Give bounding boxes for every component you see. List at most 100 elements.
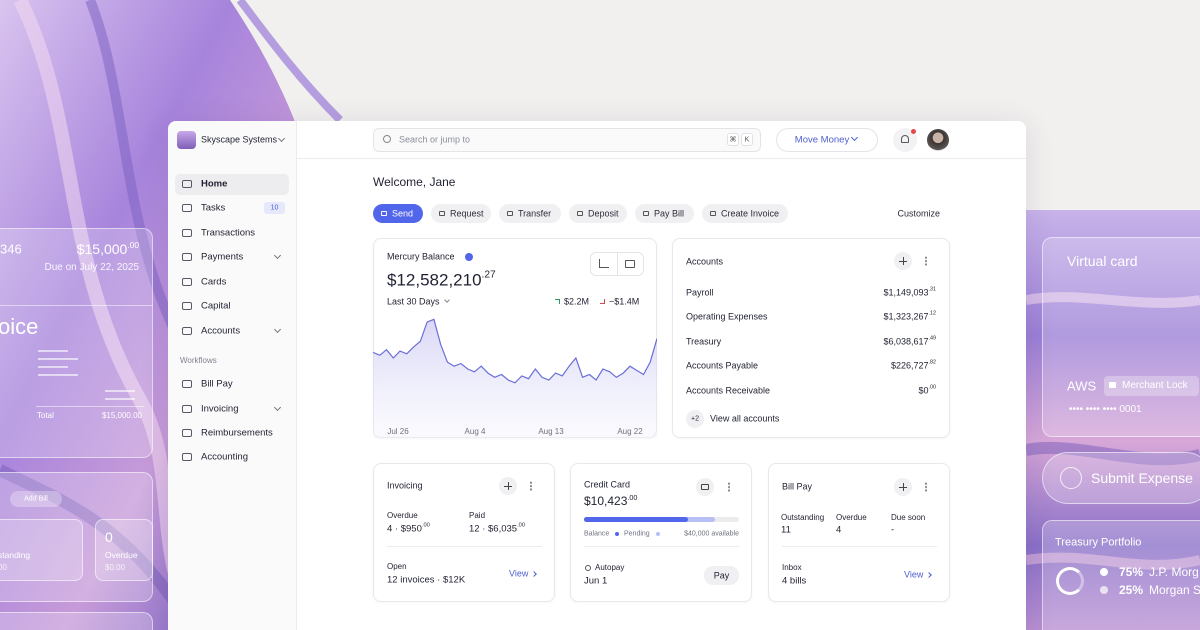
placeholder-line	[38, 366, 68, 368]
more-menu[interactable]	[727, 482, 731, 492]
submit-expense-label[interactable]: Submit Expense	[1091, 470, 1193, 486]
account-balance: $1,149,093.31	[883, 286, 937, 298]
move-money-label[interactable]: Move Money	[794, 134, 850, 146]
holding-share: 75%	[1119, 565, 1144, 579]
account-name[interactable]: Treasury	[686, 336, 722, 347]
action-label[interactable]: Send	[392, 208, 414, 219]
action-button[interactable]	[499, 204, 561, 223]
balance-amount-main: $12,582,210	[387, 270, 482, 290]
placeholder-line	[38, 358, 78, 360]
action-label[interactable]: Pay Bill	[654, 208, 685, 219]
nav-item[interactable]: Bill Pay	[201, 378, 233, 390]
stat-label: Due soon	[891, 513, 926, 522]
nav-icon	[182, 453, 192, 461]
pay-label[interactable]: Pay	[713, 570, 730, 580]
action-button[interactable]	[373, 204, 423, 223]
nav-item[interactable]: Cards	[201, 276, 227, 288]
pay-button[interactable]	[704, 566, 739, 585]
period-select[interactable]: Last 30 Days	[387, 296, 440, 307]
key-cap	[727, 133, 739, 146]
action-icon	[381, 211, 387, 216]
more-menu[interactable]	[924, 482, 928, 492]
view-link[interactable]: View	[509, 568, 529, 579]
placeholder-line	[38, 350, 68, 352]
search-box[interactable]	[373, 128, 761, 152]
plus-v	[902, 483, 904, 491]
account-name[interactable]: Accounts Receivable	[686, 385, 771, 396]
nav-item[interactable]: Invoicing	[201, 403, 239, 415]
account-balance-cents: .82	[928, 359, 937, 366]
account-balance-main: $6,038,617	[883, 336, 929, 347]
nav-item[interactable]: Tasks	[201, 202, 226, 214]
nav-item[interactable]: Capital	[201, 300, 231, 312]
credit-amount-cents: .00	[627, 493, 638, 503]
action-label[interactable]: Create Invoice	[721, 208, 780, 219]
legend-label: Balance	[584, 530, 610, 538]
submit-expense-button[interactable]	[1042, 452, 1200, 504]
badge	[264, 202, 285, 214]
action-label[interactable]: Request	[450, 208, 484, 219]
holding-share: 25%	[1119, 583, 1144, 597]
nav-item[interactable]: Reimbursements	[201, 427, 273, 439]
placeholder-line	[105, 398, 135, 400]
stat-value: 12 invoices · $12K	[387, 574, 466, 586]
account-name[interactable]: Operating Expenses	[686, 311, 768, 322]
verified-badge	[465, 253, 473, 261]
chart-view-icon	[599, 259, 609, 268]
card-stub	[0, 612, 153, 630]
stat-value: 4 · $950.00	[387, 523, 430, 534]
card-button[interactable]	[696, 478, 714, 496]
nav-item[interactable]: Home	[201, 178, 228, 190]
move-money-button[interactable]	[776, 128, 878, 152]
account-balance-cents: .31	[928, 286, 937, 293]
nav-item[interactable]: Accounting	[201, 451, 249, 463]
nav-icon	[182, 180, 192, 188]
search-placeholder: Search or jump to	[399, 134, 471, 145]
inflow-arrow	[555, 299, 560, 304]
credit-amount: $10,423.00	[584, 493, 638, 507]
x-tick-label: Aug 4	[464, 427, 486, 436]
divider	[782, 546, 937, 547]
nav-item[interactable]: Accounts	[201, 325, 241, 337]
bill-card	[0, 228, 153, 458]
bell-icon	[901, 135, 909, 143]
action-label[interactable]: Deposit	[588, 208, 619, 219]
plus-icon	[1060, 467, 1082, 489]
bill-number: 346	[0, 241, 22, 257]
action-button[interactable]	[569, 204, 627, 223]
holding-name: Morgan S	[1149, 583, 1200, 597]
overdue-amount: $0.00	[105, 563, 126, 572]
account-balance: $1,323,267.12	[883, 311, 936, 322]
action-button[interactable]	[702, 204, 788, 223]
customize-link[interactable]: Customize	[897, 208, 940, 219]
legend-dot	[615, 532, 619, 536]
avatar[interactable]	[927, 129, 949, 151]
legend-dot	[656, 532, 660, 536]
view-all-link[interactable]: View all accounts	[710, 413, 780, 424]
accounts-card	[672, 238, 950, 438]
view-link[interactable]: View	[904, 569, 924, 580]
card-title: Bill Pay	[782, 481, 813, 492]
card-title: Invoicing	[387, 480, 423, 491]
account-name[interactable]: Payroll	[686, 287, 714, 298]
add-bill-button[interactable]	[10, 491, 62, 507]
nav-item[interactable]: Transactions	[201, 227, 256, 239]
nav-active-bg	[175, 174, 289, 195]
bill-pay-card	[768, 463, 950, 602]
more-menu[interactable]	[924, 256, 928, 266]
action-button[interactable]	[431, 204, 491, 223]
action-button[interactable]	[635, 204, 694, 223]
add-bill-label[interactable]: Add Bill	[24, 495, 48, 503]
action-icon	[643, 211, 649, 216]
account-name[interactable]: Accounts Payable	[686, 360, 759, 371]
org-name[interactable]: Skyscape Systems	[201, 134, 278, 145]
nav-icon	[182, 253, 192, 261]
x-tick-label: Aug 22	[617, 427, 643, 436]
more-menu[interactable]	[529, 481, 533, 491]
autopay-icon	[585, 565, 591, 571]
balance-area	[373, 319, 657, 438]
action-label[interactable]: Transfer	[518, 208, 552, 219]
nav-item[interactable]: Payments	[201, 251, 244, 263]
section-label: Workflows	[180, 356, 217, 365]
